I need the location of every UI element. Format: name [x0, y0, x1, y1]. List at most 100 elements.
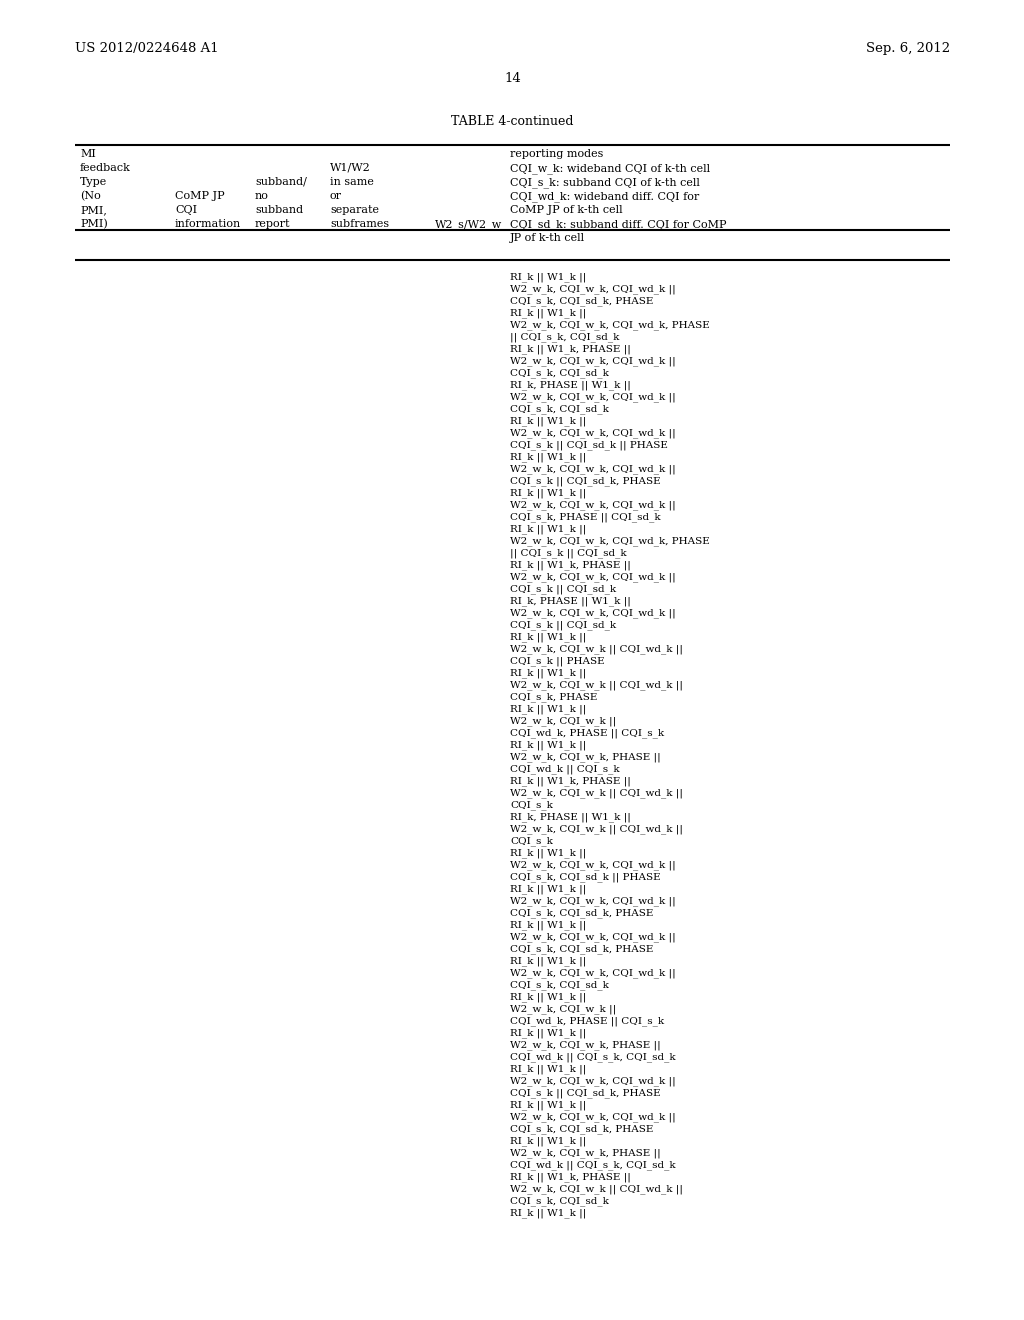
Text: RI_k || W1_k ||: RI_k || W1_k ||	[510, 956, 587, 966]
Text: PMI): PMI)	[80, 219, 108, 230]
Text: RI_k || W1_k ||: RI_k || W1_k ||	[510, 884, 587, 894]
Text: CoMP JP: CoMP JP	[175, 191, 224, 201]
Text: CQI_wd_k || CQI_s_k: CQI_wd_k || CQI_s_k	[510, 764, 620, 774]
Text: no: no	[255, 191, 269, 201]
Text: W2_w_k, CQI_w_k, PHASE ||: W2_w_k, CQI_w_k, PHASE ||	[510, 1148, 660, 1158]
Text: RI_k || W1_k ||: RI_k || W1_k ||	[510, 1100, 587, 1110]
Text: CoMP JP of k-th cell: CoMP JP of k-th cell	[510, 205, 623, 215]
Text: reporting modes: reporting modes	[510, 149, 603, 158]
Text: subband/: subband/	[255, 177, 307, 187]
Text: CQI_s_k || PHASE: CQI_s_k || PHASE	[510, 656, 604, 665]
Text: JP of k-th cell: JP of k-th cell	[510, 234, 585, 243]
Text: W2_w_k, CQI_w_k, CQI_wd_k ||: W2_w_k, CQI_w_k, CQI_wd_k ||	[510, 428, 676, 438]
Text: W2_w_k, CQI_w_k, CQI_wd_k ||: W2_w_k, CQI_w_k, CQI_wd_k ||	[510, 1111, 676, 1122]
Text: RI_k, PHASE || W1_k ||: RI_k, PHASE || W1_k ||	[510, 380, 631, 389]
Text: RI_k || W1_k ||: RI_k || W1_k ||	[510, 1028, 587, 1038]
Text: RI_k || W1_k, PHASE ||: RI_k || W1_k, PHASE ||	[510, 560, 631, 570]
Text: (No: (No	[80, 191, 100, 202]
Text: CQI_s_k || CQI_sd_k || PHASE: CQI_s_k || CQI_sd_k || PHASE	[510, 440, 668, 450]
Text: report: report	[255, 219, 291, 228]
Text: W2_w_k, CQI_w_k, PHASE ||: W2_w_k, CQI_w_k, PHASE ||	[510, 752, 660, 762]
Text: CQI_s_k, CQI_sd_k, PHASE: CQI_s_k, CQI_sd_k, PHASE	[510, 296, 653, 306]
Text: RI_k || W1_k ||: RI_k || W1_k ||	[510, 704, 587, 714]
Text: || CQI_s_k, CQI_sd_k: || CQI_s_k, CQI_sd_k	[510, 333, 620, 342]
Text: feedback: feedback	[80, 162, 131, 173]
Text: W2_w_k, CQI_w_k, CQI_wd_k ||: W2_w_k, CQI_w_k, CQI_wd_k ||	[510, 609, 676, 618]
Text: RI_k || W1_k ||: RI_k || W1_k ||	[510, 993, 587, 1002]
Text: subband: subband	[255, 205, 303, 215]
Text: W2_w_k, CQI_w_k, PHASE ||: W2_w_k, CQI_w_k, PHASE ||	[510, 1040, 660, 1049]
Text: RI_k || W1_k ||: RI_k || W1_k ||	[510, 668, 587, 677]
Text: RI_k || W1_k, PHASE ||: RI_k || W1_k, PHASE ||	[510, 1172, 631, 1181]
Text: || CQI_s_k || CQI_sd_k: || CQI_s_k || CQI_sd_k	[510, 548, 627, 557]
Text: CQI_s_k, PHASE || CQI_sd_k: CQI_s_k, PHASE || CQI_sd_k	[510, 512, 660, 521]
Text: W2_w_k, CQI_w_k, CQI_wd_k ||: W2_w_k, CQI_w_k, CQI_wd_k ||	[510, 572, 676, 582]
Text: information: information	[175, 219, 242, 228]
Text: RI_k || W1_k ||: RI_k || W1_k ||	[510, 416, 587, 425]
Text: 14: 14	[504, 73, 521, 84]
Text: CQI_wd_k || CQI_s_k, CQI_sd_k: CQI_wd_k || CQI_s_k, CQI_sd_k	[510, 1052, 676, 1061]
Text: W2_w_k, CQI_w_k, CQI_wd_k ||: W2_w_k, CQI_w_k, CQI_wd_k ||	[510, 1076, 676, 1085]
Text: RI_k || W1_k ||: RI_k || W1_k ||	[510, 1137, 587, 1146]
Text: CQI_wd_k || CQI_s_k, CQI_sd_k: CQI_wd_k || CQI_s_k, CQI_sd_k	[510, 1160, 676, 1170]
Text: CQI_s_k || CQI_sd_k, PHASE: CQI_s_k || CQI_sd_k, PHASE	[510, 477, 660, 486]
Text: W2_w_k, CQI_w_k, CQI_wd_k ||: W2_w_k, CQI_w_k, CQI_wd_k ||	[510, 284, 676, 293]
Text: CQI_s_k, CQI_sd_k || PHASE: CQI_s_k, CQI_sd_k || PHASE	[510, 873, 660, 882]
Text: CQI_s_k, CQI_sd_k: CQI_s_k, CQI_sd_k	[510, 979, 609, 990]
Text: W2_w_k, CQI_w_k || CQI_wd_k ||: W2_w_k, CQI_w_k || CQI_wd_k ||	[510, 1184, 683, 1193]
Text: W2_w_k, CQI_w_k ||: W2_w_k, CQI_w_k ||	[510, 715, 616, 726]
Text: RI_k || W1_k, PHASE ||: RI_k || W1_k, PHASE ||	[510, 776, 631, 785]
Text: W2_w_k, CQI_w_k || CQI_wd_k ||: W2_w_k, CQI_w_k || CQI_wd_k ||	[510, 824, 683, 834]
Text: W2_w_k, CQI_w_k, CQI_wd_k ||: W2_w_k, CQI_w_k, CQI_wd_k ||	[510, 500, 676, 510]
Text: CQI_s_k: CQI_s_k	[510, 836, 553, 846]
Text: W2_w_k, CQI_w_k || CQI_wd_k ||: W2_w_k, CQI_w_k || CQI_wd_k ||	[510, 644, 683, 653]
Text: RI_k || W1_k ||: RI_k || W1_k ||	[510, 272, 587, 281]
Text: RI_k || W1_k ||: RI_k || W1_k ||	[510, 524, 587, 533]
Text: CQI_s_k, CQI_sd_k: CQI_s_k, CQI_sd_k	[510, 1196, 609, 1205]
Text: RI_k || W1_k ||: RI_k || W1_k ||	[510, 632, 587, 642]
Text: RI_k || W1_k ||: RI_k || W1_k ||	[510, 741, 587, 750]
Text: W2_w_k, CQI_w_k, CQI_wd_k ||: W2_w_k, CQI_w_k, CQI_wd_k ||	[510, 861, 676, 870]
Text: RI_k || W1_k ||: RI_k || W1_k ||	[510, 451, 587, 462]
Text: W2_w_k, CQI_w_k || CQI_wd_k ||: W2_w_k, CQI_w_k || CQI_wd_k ||	[510, 788, 683, 797]
Text: CQI_s_k, CQI_sd_k, PHASE: CQI_s_k, CQI_sd_k, PHASE	[510, 908, 653, 917]
Text: TABLE 4-continued: TABLE 4-continued	[452, 115, 573, 128]
Text: RI_k, PHASE || W1_k ||: RI_k, PHASE || W1_k ||	[510, 597, 631, 606]
Text: CQI_s_k, CQI_sd_k, PHASE: CQI_s_k, CQI_sd_k, PHASE	[510, 1125, 653, 1134]
Text: W1/W2: W1/W2	[330, 162, 371, 173]
Text: CQI_s_k: CQI_s_k	[510, 800, 553, 809]
Text: or: or	[330, 191, 342, 201]
Text: US 2012/0224648 A1: US 2012/0224648 A1	[75, 42, 219, 55]
Text: CQI_s_k, CQI_sd_k, PHASE: CQI_s_k, CQI_sd_k, PHASE	[510, 944, 653, 953]
Text: W2_w_k, CQI_w_k, CQI_wd_k, PHASE: W2_w_k, CQI_w_k, CQI_wd_k, PHASE	[510, 319, 710, 330]
Text: RI_k || W1_k ||: RI_k || W1_k ||	[510, 920, 587, 929]
Text: RI_k || W1_k ||: RI_k || W1_k ||	[510, 308, 587, 318]
Text: CQI_s_k, CQI_sd_k: CQI_s_k, CQI_sd_k	[510, 368, 609, 378]
Text: CQI_wd_k, PHASE || CQI_s_k: CQI_wd_k, PHASE || CQI_s_k	[510, 729, 665, 738]
Text: W2_w_k, CQI_w_k, CQI_wd_k ||: W2_w_k, CQI_w_k, CQI_wd_k ||	[510, 932, 676, 941]
Text: W2_w_k, CQI_w_k ||: W2_w_k, CQI_w_k ||	[510, 1005, 616, 1014]
Text: CQI_wd_k, PHASE || CQI_s_k: CQI_wd_k, PHASE || CQI_s_k	[510, 1016, 665, 1026]
Text: Sep. 6, 2012: Sep. 6, 2012	[866, 42, 950, 55]
Text: MI: MI	[80, 149, 96, 158]
Text: RI_k || W1_k ||: RI_k || W1_k ||	[510, 1064, 587, 1073]
Text: W2_s/W2_w: W2_s/W2_w	[435, 219, 502, 230]
Text: CQI_s_k, PHASE: CQI_s_k, PHASE	[510, 692, 597, 702]
Text: W2_w_k, CQI_w_k, CQI_wd_k ||: W2_w_k, CQI_w_k, CQI_wd_k ||	[510, 465, 676, 474]
Text: CQI_w_k: wideband CQI of k-th cell: CQI_w_k: wideband CQI of k-th cell	[510, 162, 710, 174]
Text: Type: Type	[80, 177, 108, 187]
Text: CQI: CQI	[175, 205, 198, 215]
Text: RI_k, PHASE || W1_k ||: RI_k, PHASE || W1_k ||	[510, 812, 631, 821]
Text: RI_k || W1_k ||: RI_k || W1_k ||	[510, 847, 587, 858]
Text: W2_w_k, CQI_w_k || CQI_wd_k ||: W2_w_k, CQI_w_k || CQI_wd_k ||	[510, 680, 683, 689]
Text: W2_w_k, CQI_w_k, CQI_wd_k, PHASE: W2_w_k, CQI_w_k, CQI_wd_k, PHASE	[510, 536, 710, 545]
Text: CQI_s_k || CQI_sd_k: CQI_s_k || CQI_sd_k	[510, 620, 616, 630]
Text: RI_k || W1_k, PHASE ||: RI_k || W1_k, PHASE ||	[510, 345, 631, 354]
Text: subframes: subframes	[330, 219, 389, 228]
Text: CQI_wd_k: wideband diff. CQI for: CQI_wd_k: wideband diff. CQI for	[510, 191, 699, 202]
Text: CQI_s_k: subband CQI of k-th cell: CQI_s_k: subband CQI of k-th cell	[510, 177, 699, 187]
Text: CQI_s_k || CQI_sd_k, PHASE: CQI_s_k || CQI_sd_k, PHASE	[510, 1088, 660, 1098]
Text: separate: separate	[330, 205, 379, 215]
Text: W2_w_k, CQI_w_k, CQI_wd_k ||: W2_w_k, CQI_w_k, CQI_wd_k ||	[510, 356, 676, 366]
Text: W2_w_k, CQI_w_k, CQI_wd_k ||: W2_w_k, CQI_w_k, CQI_wd_k ||	[510, 896, 676, 906]
